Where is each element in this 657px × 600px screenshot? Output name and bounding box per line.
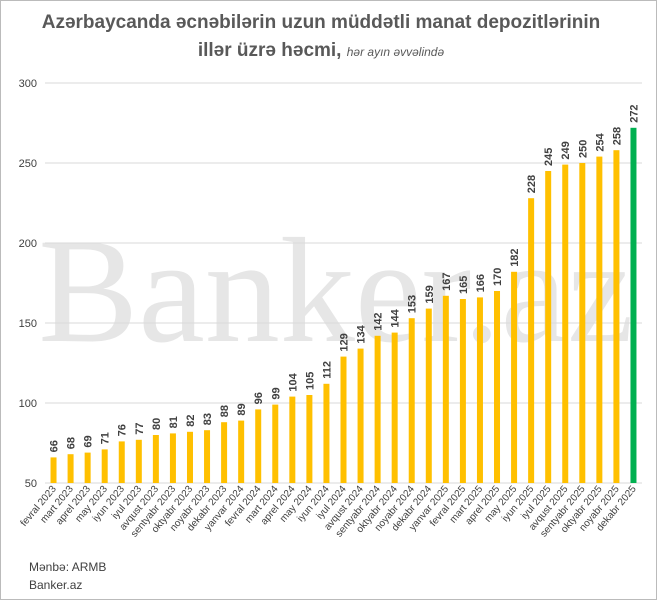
bar	[511, 271, 518, 483]
value-label: 249	[560, 141, 572, 159]
value-label: 144	[390, 308, 402, 327]
bar	[306, 395, 313, 483]
y-tick-label: 100	[19, 398, 37, 410]
bar	[238, 420, 245, 483]
y-tick-label: 250	[19, 158, 37, 170]
bar	[272, 404, 279, 483]
bar	[152, 435, 159, 483]
value-label: 88	[219, 405, 231, 417]
value-label: 272	[628, 104, 640, 122]
source: Mənbə: ARMB	[29, 560, 106, 574]
chart-title-block: Azərbaycanda əcnəbilərin uzun müddətli m…	[41, 9, 601, 66]
bar	[459, 299, 466, 483]
value-label: 245	[543, 148, 555, 166]
bar	[391, 332, 398, 483]
bar	[186, 431, 193, 483]
bar	[101, 449, 108, 483]
bar	[545, 171, 552, 483]
value-label: 105	[304, 372, 316, 390]
bar	[255, 409, 262, 483]
value-label: 129	[339, 333, 351, 351]
value-label: 69	[83, 435, 95, 447]
value-label: 166	[475, 274, 487, 292]
value-label: 142	[373, 312, 385, 330]
value-label: 250	[577, 140, 589, 158]
chart-title: Azərbaycanda əcnəbilərin uzun müddətli m…	[41, 12, 601, 61]
bar	[323, 383, 330, 483]
y-tick-label: 50	[25, 478, 37, 490]
bar	[204, 430, 211, 483]
value-label: 134	[356, 324, 368, 343]
value-label: 165	[458, 276, 470, 294]
y-tick-label: 200	[19, 238, 37, 250]
value-label: 104	[287, 372, 299, 391]
bar	[374, 335, 381, 483]
bar	[221, 422, 228, 483]
bar	[357, 348, 364, 483]
value-label: 254	[594, 132, 606, 151]
value-label: 258	[611, 127, 623, 145]
bar	[50, 457, 57, 483]
bar	[562, 164, 569, 483]
value-label: 77	[134, 423, 146, 435]
value-label: 112	[321, 361, 333, 379]
value-label: 159	[424, 285, 436, 303]
value-label: 82	[185, 415, 197, 427]
bar	[408, 318, 415, 483]
value-label: 170	[492, 268, 504, 286]
bar	[169, 433, 176, 483]
value-label: 81	[168, 416, 180, 428]
site: Banker.az	[29, 578, 82, 592]
bar	[289, 396, 296, 483]
bar	[476, 297, 483, 483]
value-label: 66	[49, 440, 61, 452]
value-label: 80	[151, 418, 163, 430]
bar	[340, 356, 347, 483]
value-label: 83	[202, 413, 214, 425]
bar	[118, 441, 125, 483]
bar	[579, 163, 586, 483]
value-label: 99	[270, 387, 282, 399]
value-label: 71	[100, 432, 112, 444]
watermark: Banker.az	[38, 208, 634, 374]
y-tick-label: 300	[19, 78, 37, 90]
bar	[425, 308, 432, 483]
chart-subtitle: hər ayın əvvəlində	[346, 45, 445, 59]
bar	[67, 454, 74, 483]
value-label: 153	[407, 295, 419, 313]
bar	[630, 127, 637, 484]
y-tick-label: 150	[19, 318, 37, 330]
value-label: 89	[236, 403, 248, 415]
bar	[494, 291, 501, 483]
bar	[528, 198, 535, 483]
value-label: 68	[66, 437, 78, 449]
bar	[135, 439, 142, 483]
value-label: 96	[253, 392, 265, 404]
bar	[442, 295, 449, 483]
value-label: 228	[526, 175, 538, 193]
value-label: 182	[509, 248, 521, 266]
bar	[84, 452, 91, 483]
value-label: 167	[441, 272, 453, 290]
bar	[613, 150, 620, 483]
value-label: 76	[117, 424, 129, 436]
bar	[596, 156, 603, 483]
